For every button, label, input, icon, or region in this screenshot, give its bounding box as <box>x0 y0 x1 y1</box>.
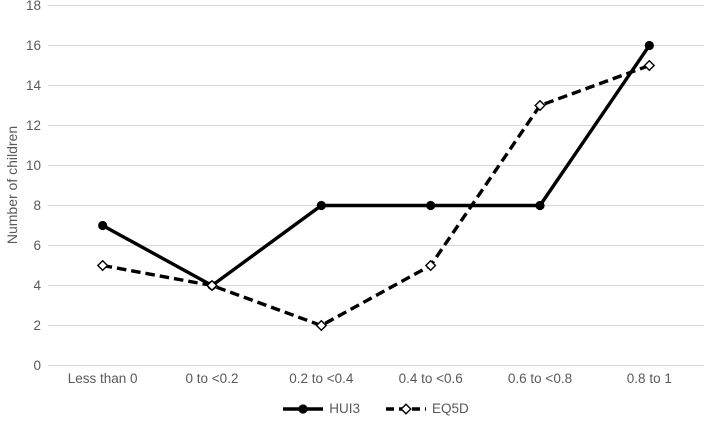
series-line-eq5d <box>102 63 650 328</box>
series-line-hui3 <box>101 44 651 288</box>
y-tick-label: 16 <box>26 38 41 53</box>
x-tick-label: 0.6 to <0.8 <box>508 371 572 386</box>
y-tick-label: 2 <box>33 318 41 333</box>
x-tick-label: 0 to <0.2 <box>186 371 239 386</box>
dashed-line-diamond-marker-icon <box>386 402 426 415</box>
data-point-eq5d <box>424 259 437 272</box>
data-point-hui3 <box>316 200 326 211</box>
y-tick-label: 18 <box>26 0 41 13</box>
data-point-eq5d <box>643 59 656 72</box>
y-axis-title: Number of children <box>4 125 20 245</box>
x-tick-label: 0.4 to <0.6 <box>399 371 463 386</box>
data-point-hui3 <box>535 200 545 211</box>
y-tick-label: 14 <box>26 78 42 93</box>
x-tick-label: 0.2 to <0.4 <box>289 371 354 386</box>
chart-legend: HUI3 EQ5D <box>48 401 704 416</box>
solid-line-circle-marker-icon <box>283 403 324 414</box>
x-tick-label: Less than 0 <box>68 371 138 386</box>
x-tick-label: 0.8 to 1 <box>627 371 672 386</box>
data-point-hui3 <box>644 40 654 51</box>
legend-item-eq5d: EQ5D <box>386 401 469 416</box>
y-tick-label: 12 <box>26 118 41 133</box>
legend-label-eq5d: EQ5D <box>432 401 469 416</box>
y-tick-label: 8 <box>33 198 41 213</box>
y-tick-label: 0 <box>33 358 41 373</box>
y-tick-label: 6 <box>33 238 41 253</box>
data-point-eq5d <box>96 259 109 272</box>
data-point-eq5d <box>534 99 546 112</box>
legend-label-hui3: HUI3 <box>329 401 360 416</box>
data-point-hui3 <box>426 200 436 211</box>
data-point-hui3 <box>98 220 108 231</box>
data-point-eq5d <box>206 279 218 292</box>
y-tick-label: 10 <box>26 158 41 173</box>
legend-item-hui3: HUI3 <box>283 401 360 416</box>
y-tick-label: 4 <box>33 278 41 293</box>
data-point-eq5d <box>315 319 328 332</box>
